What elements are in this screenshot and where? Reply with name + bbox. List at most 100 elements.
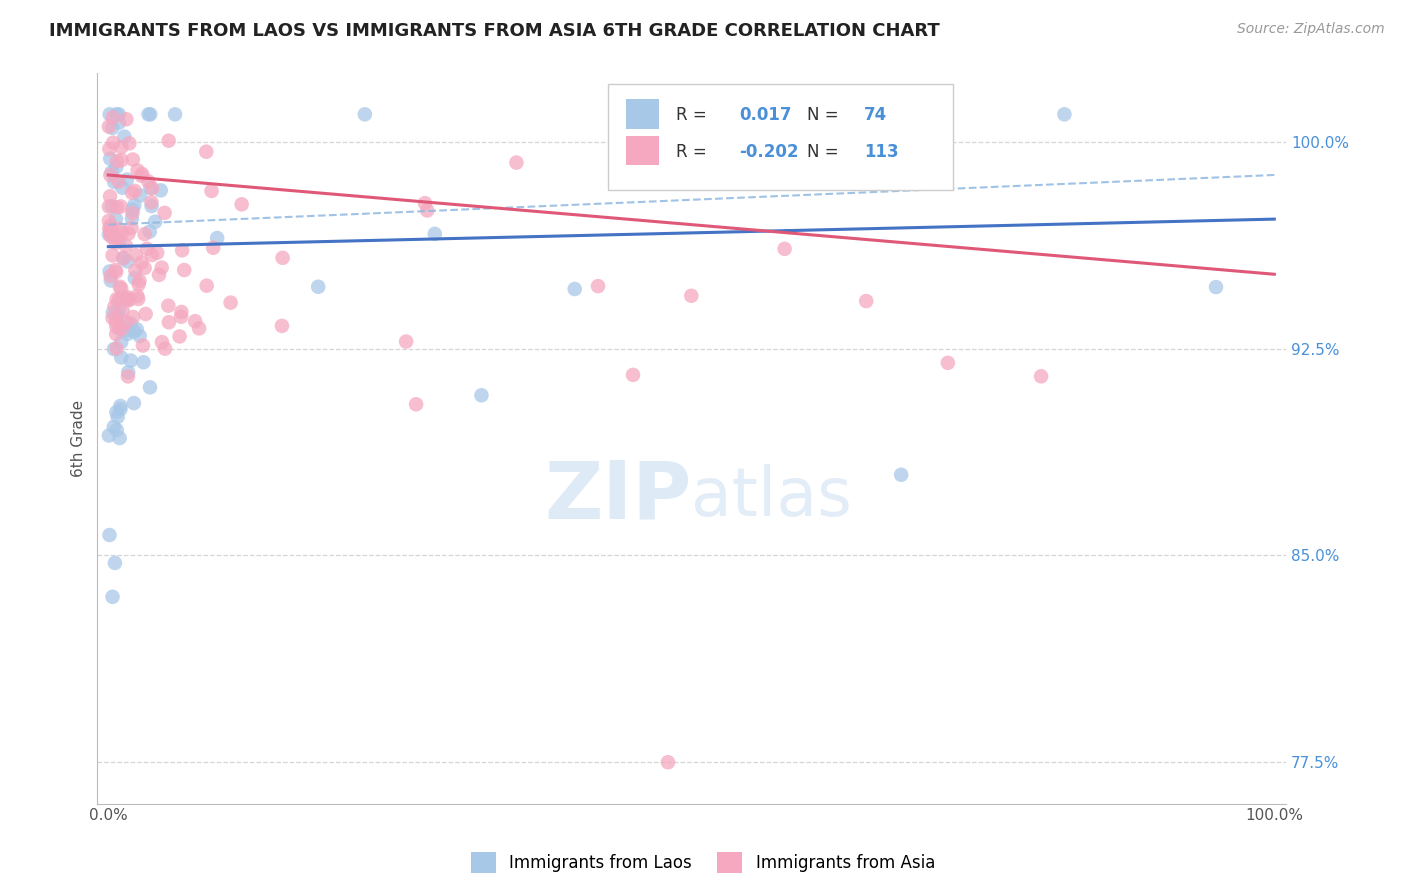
Point [117, 290, 139, 304]
Point [105, 160, 128, 174]
Point [139, 225, 162, 239]
Point [117, 227, 139, 241]
Point [131, 255, 153, 269]
Point [150, 260, 173, 275]
Point [117, 369, 139, 384]
Point [108, 431, 131, 445]
Point [115, 315, 138, 329]
Point [105, 327, 128, 342]
Point [110, 399, 132, 413]
Point [100, 229, 122, 244]
Point [621, 368, 644, 382]
Point [98, 221, 121, 235]
Point [108, 222, 131, 236]
Point [98, 168, 121, 182]
Point [153, 206, 176, 220]
Point [117, 326, 139, 341]
Point [1029, 369, 1052, 384]
Point [103, 300, 125, 314]
Point [423, 227, 446, 241]
Point [121, 202, 143, 217]
Point [111, 291, 134, 305]
Point [101, 136, 124, 150]
Point [110, 351, 132, 365]
Point [124, 198, 146, 212]
Point [129, 188, 152, 202]
Point [104, 211, 127, 226]
Point [100, 165, 122, 179]
Point [205, 231, 228, 245]
Text: 0.017: 0.017 [740, 106, 792, 124]
Text: R =: R = [676, 106, 707, 124]
Point [139, 181, 162, 195]
Point [470, 388, 492, 402]
Point [136, 242, 159, 256]
Point [117, 323, 139, 337]
Point [395, 334, 418, 349]
Point [1205, 280, 1227, 294]
Point [121, 153, 143, 167]
Point [136, 174, 159, 188]
Point [121, 186, 143, 200]
Point [108, 302, 131, 317]
Point [132, 338, 155, 352]
Point [170, 305, 193, 319]
Bar [626, 136, 659, 165]
Point [124, 184, 146, 198]
Point [131, 169, 153, 183]
Point [139, 380, 162, 394]
Point [170, 310, 193, 324]
Point [100, 224, 122, 238]
Point [141, 181, 163, 195]
Point [115, 239, 138, 253]
Point [97, 227, 120, 242]
Point [100, 269, 122, 284]
Point [98, 189, 121, 203]
Point [128, 277, 150, 292]
Point [117, 365, 139, 379]
Point [153, 342, 176, 356]
Point [121, 211, 143, 226]
Point [271, 318, 294, 333]
Point [307, 279, 329, 293]
Point [105, 107, 128, 121]
Point [107, 230, 129, 244]
Point [195, 278, 218, 293]
Point [105, 265, 128, 279]
Text: ZIP: ZIP [544, 458, 692, 536]
Point [128, 274, 150, 288]
Point [195, 145, 218, 159]
Bar [626, 99, 659, 128]
Point [118, 293, 141, 307]
Point [143, 215, 166, 229]
Point [108, 322, 131, 336]
Point [231, 197, 253, 211]
Point [184, 314, 207, 328]
Point [108, 234, 131, 248]
Point [131, 167, 153, 181]
Point [111, 180, 134, 194]
Text: R =: R = [676, 143, 707, 161]
Point [101, 248, 124, 262]
Point [101, 120, 124, 135]
Point [157, 134, 180, 148]
Point [125, 322, 148, 336]
Point [219, 295, 242, 310]
Point [122, 310, 145, 324]
Point [150, 335, 173, 350]
Point [110, 402, 132, 417]
Point [188, 321, 211, 335]
Point [104, 263, 127, 277]
Point [124, 263, 146, 277]
Point [108, 279, 131, 293]
Point [141, 199, 163, 213]
Point [112, 251, 135, 265]
Point [146, 245, 169, 260]
Point [124, 271, 146, 285]
Point [139, 107, 162, 121]
Point [505, 155, 527, 169]
Point [855, 294, 877, 309]
Point [416, 203, 439, 218]
Point [172, 244, 194, 258]
Point [101, 199, 124, 213]
